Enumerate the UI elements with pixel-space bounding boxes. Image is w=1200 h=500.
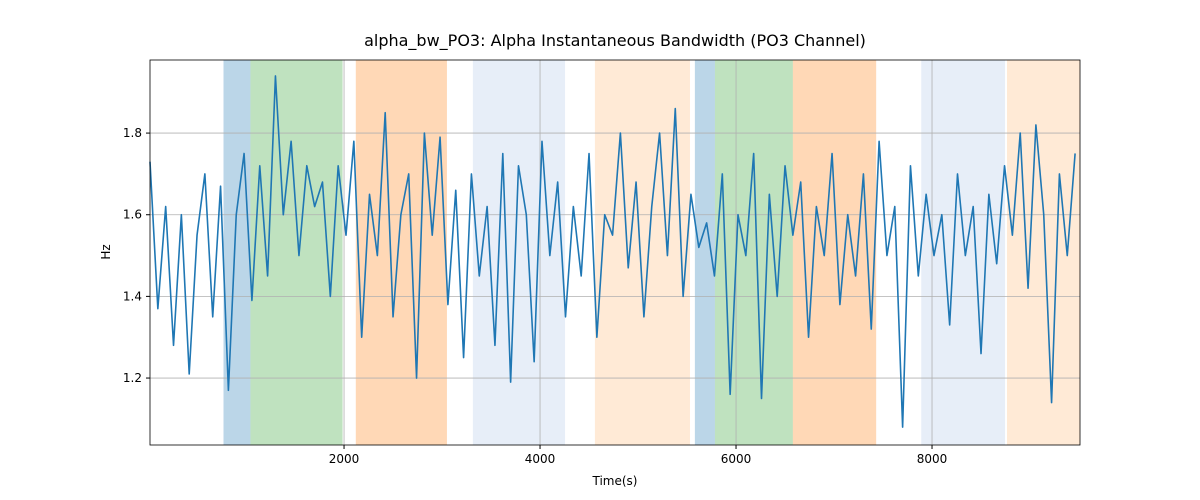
x-tick-label: 4000 [525, 452, 556, 466]
y-tick-label: 1.8 [123, 126, 142, 140]
chart-title: alpha_bw_PO3: Alpha Instantaneous Bandwi… [364, 31, 866, 51]
data-line [149, 75, 1076, 428]
x-tick-label: 6000 [721, 452, 752, 466]
highlight-span [1006, 60, 1080, 445]
highlight-span [694, 60, 715, 445]
plot-frame [149, 59, 1081, 446]
highlight-span [472, 60, 566, 445]
y-tick-label: 1.6 [123, 208, 142, 222]
x-tick-label: 2000 [329, 452, 360, 466]
y-axis-label: Hz [99, 244, 113, 259]
highlight-span [714, 60, 793, 445]
y-tick-label: 1.2 [123, 371, 142, 385]
highlight-span [250, 60, 343, 445]
highlight-span [792, 60, 877, 445]
x-axis-label: Time(s) [592, 474, 638, 488]
highlight-span [355, 60, 447, 445]
x-tick-label: 8000 [917, 452, 948, 466]
y-tick-label: 1.4 [123, 289, 142, 303]
